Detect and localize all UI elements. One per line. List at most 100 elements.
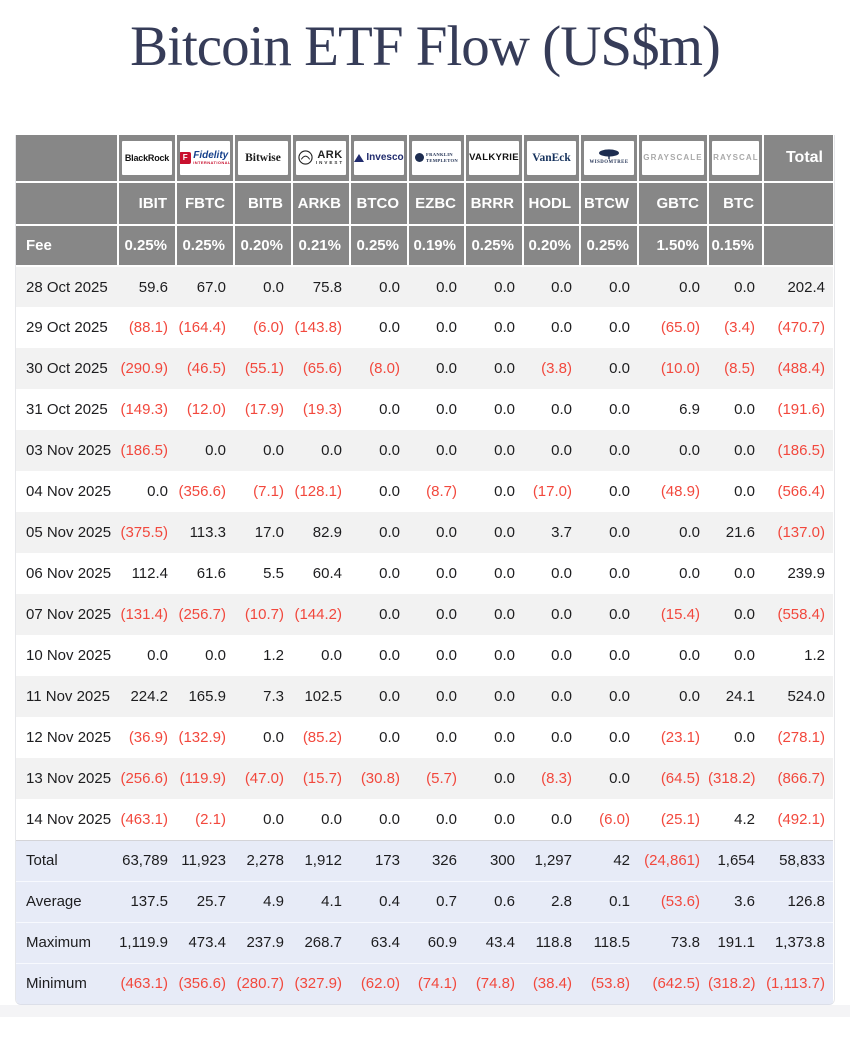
flow-value-cell: 0.0 (436, 688, 457, 705)
flow-value-cell: 59.6 (138, 278, 168, 296)
flow-value-cell: (642.5) (638, 962, 708, 1004)
flow-value-cell: 0.0 (551, 729, 572, 746)
flow-value-cell: (12.0) (186, 401, 226, 418)
flow-value-cell: (866.7) (777, 770, 825, 787)
flow-value-cell: (492.1) (777, 810, 825, 828)
flow-value-cell: 0.0 (551, 688, 572, 705)
flow-value-cell: 61.6 (196, 565, 226, 582)
flow-value-cell: 0.0 (679, 688, 700, 705)
flow-value-cell: (6.0) (253, 319, 284, 336)
flow-value-cell: (6.0) (599, 810, 630, 828)
blackrock-logo-text: BlackRock (124, 152, 170, 163)
page-title: Bitcoin ETF Flow (US$m) (130, 15, 721, 78)
corner-cell (16, 135, 119, 183)
flow-value-cell: (74.1) (408, 962, 465, 1004)
flow-value-cell: 60.9 (408, 921, 465, 963)
table-row: 03 Nov 2025 (186.5) 0.0 0.0 0.0 0.0 0.0 0.0 0.0 0… (16, 430, 833, 471)
flow-value-cell: 126.8 (763, 880, 833, 922)
flow-value-cell: 63.4 (350, 921, 408, 963)
flow-value-cell: 42 (580, 839, 638, 881)
table-row-label: 05 Nov 2025 (26, 524, 112, 541)
valkyrie-logo-text: VALKYRIE (469, 152, 519, 163)
valkyrie-header-cell: VALKYRIE (465, 135, 524, 183)
flow-value-cell: (38.4) (523, 962, 580, 1004)
flow-value-cell: (356.6) (176, 962, 234, 1004)
flow-value-cell: (566.4) (777, 483, 825, 500)
flow-value-cell: 0.0 (321, 810, 342, 828)
table-row-label: 06 Nov 2025 (26, 565, 112, 582)
invesco-header-cell: Invesco (350, 135, 409, 183)
table-row-label: 10 Nov 2025 (26, 647, 112, 664)
flow-value-cell: 0.0 (494, 524, 515, 541)
flow-value-cell: (53.6) (638, 880, 708, 922)
flow-value-cell: 0.0 (734, 401, 755, 418)
flow-value-cell: 137.5 (118, 880, 176, 922)
flow-value-cell: 0.0 (436, 360, 457, 377)
flow-value-cell: 0.0 (436, 729, 457, 746)
ticker-bitb: BITB (234, 182, 293, 226)
table-row-label: 07 Nov 2025 (26, 606, 112, 623)
flow-value-cell: 0.0 (321, 647, 342, 664)
flow-value-cell: 4.9 (234, 880, 292, 922)
flow-value-cell: (164.4) (178, 319, 226, 336)
flow-value-cell: (53.8) (580, 962, 638, 1004)
franklin-emblem-icon (415, 153, 424, 162)
flow-value-cell: 1.2 (804, 647, 825, 664)
flow-value-cell: 118.8 (523, 921, 580, 963)
ticker-row-corner (16, 182, 119, 226)
flow-value-cell: 191.1 (708, 921, 763, 963)
flow-value-cell: 82.9 (312, 524, 342, 541)
flow-value-cell: 43.4 (465, 921, 523, 963)
flow-value-cell: 0.4 (350, 880, 408, 922)
table-row: 14 Nov 2025 (463.1) (2.1) 0.0 0.0 0.0 0.0 0.0 0.… (16, 799, 833, 840)
fidelity-logo-subtext: INTERNATIONAL (193, 159, 230, 165)
wisdomtree-logo-text: WISDOMTREE (589, 160, 629, 166)
bitwise-logo-text: Bitwise (245, 151, 281, 164)
franklin-logo-subtext: TEMPLETON (426, 157, 458, 163)
fee-btcw: 0.25% (580, 225, 639, 267)
table-row-label: 04 Nov 2025 (26, 483, 112, 500)
flow-value-cell: 0.0 (551, 319, 572, 336)
flow-value-cell: 0.0 (609, 565, 630, 582)
flow-value-cell: 0.0 (379, 401, 400, 418)
summary-row: Total 63,789 11,923 2,278 1,912 173 326 300 1,29… (16, 839, 833, 881)
total-column-header: Total (763, 135, 833, 183)
flow-value-cell: (558.4) (777, 606, 825, 623)
flow-value-cell: 0.0 (734, 606, 755, 623)
flow-value-cell: 0.0 (263, 729, 284, 746)
ticker-btc: BTC (708, 182, 764, 226)
flow-value-cell: 0.0 (609, 688, 630, 705)
flow-value-cell: 326 (408, 839, 465, 881)
fee-gbtc: 1.50% (638, 225, 709, 267)
flow-value-cell: 0.0 (379, 442, 400, 459)
vaneck-header-cell: VanEck (523, 135, 581, 183)
flow-value-cell: 0.0 (609, 401, 630, 418)
flow-value-cell: 0.0 (734, 647, 755, 664)
fee-ibit: 0.25% (118, 225, 177, 267)
flow-value-cell: (47.0) (244, 770, 284, 787)
flow-value-cell: 5.5 (263, 565, 284, 582)
flow-value-cell: 0.0 (609, 606, 630, 623)
flow-value-cell: 268.7 (292, 921, 350, 963)
flow-value-cell: 0.0 (494, 565, 515, 582)
flow-value-cell: (19.3) (302, 401, 342, 418)
flow-value-cell: (64.5) (660, 770, 700, 787)
flow-value-cell: 0.0 (551, 278, 572, 296)
invesco-logo-text: Invesco (366, 152, 404, 163)
flow-value-cell: 0.0 (436, 442, 457, 459)
flow-value-cell: 0.0 (379, 483, 400, 500)
ticker-fbtc: FBTC (176, 182, 235, 226)
ticker-gbtc: GBTC (638, 182, 709, 226)
summary-row: Average 137.5 25.7 4.9 4.1 0.4 0.7 0.6 2.8 0.1 (53… (16, 880, 833, 922)
flow-value-cell: 3.7 (551, 524, 572, 541)
flow-value-cell: 0.0 (494, 483, 515, 500)
franklin-header-cell: FRANKLIN TEMPLETON (408, 135, 466, 183)
flow-value-cell: 0.0 (494, 729, 515, 746)
flow-value-cell: (186.5) (777, 442, 825, 459)
flow-value-cell: 0.0 (379, 729, 400, 746)
flow-value-cell: (15.4) (660, 606, 700, 623)
flow-value-cell: (318.2) (708, 962, 763, 1004)
flow-value-cell: (488.4) (777, 360, 825, 377)
fee-ezbc: 0.19% (408, 225, 466, 267)
flow-value-cell: 0.0 (609, 729, 630, 746)
